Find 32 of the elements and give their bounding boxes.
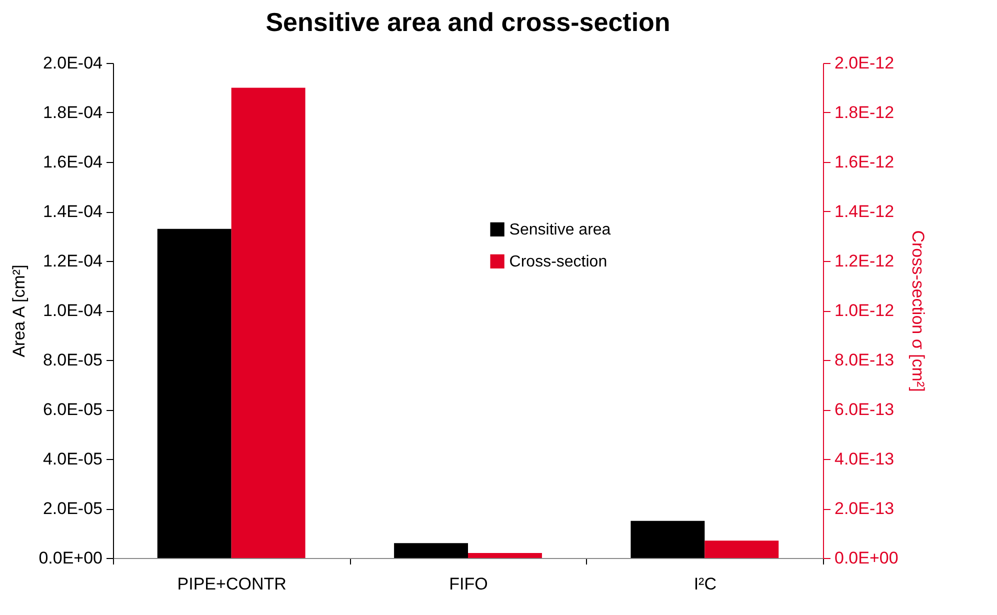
y2-tick-label: 8.0E-13 [834, 350, 894, 370]
bar [630, 520, 705, 558]
y2-tick-label: 2.0E-13 [834, 499, 894, 518]
y-tick-label: 4.0E-05 [42, 450, 102, 468]
x-tick-label: PIPE+CONTR [177, 574, 286, 594]
x-tick-label: FIFO [449, 574, 488, 594]
y-tick-label: 8.0E-05 [42, 350, 102, 370]
y2-tick-label: 2.0E-12 [834, 54, 894, 72]
y2-tick-label: 1.6E-12 [834, 152, 894, 172]
y2-tick-label: 0.0E+00 [834, 548, 898, 568]
y2-tick-label: 6.0E-13 [834, 400, 894, 419]
y2-tick-label: 1.8E-12 [834, 103, 894, 122]
chart-title: Sensitive area and cross-section [266, 7, 670, 37]
y-axis-title: Area A [cm²] [10, 264, 29, 358]
bar [394, 543, 468, 558]
y-tick-label: 0.0E+00 [38, 548, 102, 568]
legend-label: Sensitive area [509, 221, 611, 238]
y-tick-label: 1.4E-04 [42, 202, 102, 221]
y-tick-label: 2.0E-04 [42, 54, 102, 72]
y-tick-label: 1.6E-04 [42, 152, 102, 172]
y-tick-label: 2.0E-05 [42, 499, 102, 518]
x-tick-label: I²C [694, 574, 717, 594]
y2-tick-label: 1.4E-12 [834, 202, 894, 221]
legend-label: Cross-section [509, 253, 608, 270]
y-tick-label: 1.2E-04 [42, 252, 102, 270]
y-tick-label: 6.0E-05 [42, 400, 102, 419]
y-tick-label: 1.0E-04 [42, 301, 102, 320]
y2-tick-label: 1.0E-12 [834, 301, 894, 320]
y2-tick-label: 4.0E-13 [834, 450, 894, 468]
y-tick-label: 1.8E-04 [42, 103, 102, 122]
y2-axis-title: Cross-section σ [cm²] [908, 230, 928, 392]
y2-tick-label: 1.2E-12 [834, 252, 894, 270]
